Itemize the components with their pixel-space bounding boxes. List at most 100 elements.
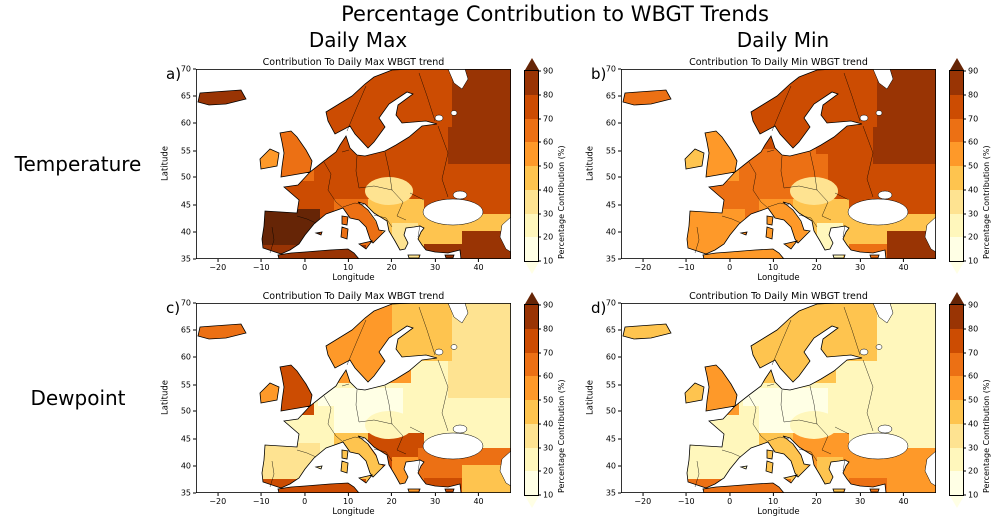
y-axis-label: Latitude — [160, 146, 171, 182]
panel-letter: d) — [591, 299, 607, 317]
x-axis-label: Longitude — [757, 273, 800, 283]
tick-label: 60 — [538, 138, 553, 147]
tick-label: 70 — [538, 348, 553, 357]
tick-label: 60 — [606, 119, 621, 128]
tick-label: 45 — [181, 200, 196, 209]
tick-label: 45 — [181, 434, 196, 443]
colorbar-segment — [525, 94, 538, 119]
colorbar-gradient: 90 80 70 60 50 40 30 20 10 — [949, 301, 978, 500]
colorbar-segment — [950, 237, 963, 261]
colorbar-segment — [950, 71, 963, 95]
colorbar-segment — [525, 71, 538, 95]
tick-label: 90 — [963, 301, 978, 310]
tick-label: 10 — [538, 491, 553, 500]
colorbar-over-arrow — [524, 292, 539, 304]
tick-label: 40 — [898, 493, 908, 506]
tick-label: 60 — [181, 119, 196, 128]
colorbar-segment — [950, 166, 963, 190]
tick-label: 40 — [473, 493, 483, 506]
panel-d: d) Contribution To Daily Min WBGT trend … — [583, 290, 1000, 522]
row-label-temperature: Temperature — [14, 152, 142, 176]
colorbar-segment — [950, 352, 963, 377]
tick-label: 60 — [181, 353, 196, 362]
colorbar-segment — [950, 305, 963, 329]
colorbar-under-arrow — [949, 262, 964, 274]
tick-label: 0 — [302, 493, 307, 506]
figure-title: Percentage Contribution to WBGT Trends — [341, 2, 769, 26]
tick-label: 30 — [430, 259, 440, 272]
y-axis-label: Latitude — [160, 380, 171, 416]
tick-label: 50 — [181, 407, 196, 416]
tick-label: 90 — [538, 67, 553, 76]
tick-label: 20 — [387, 259, 397, 272]
colorbar-gradient: 90 80 70 60 50 40 30 20 10 — [524, 301, 553, 500]
colorbar-segment — [950, 142, 963, 166]
colorbar-segment — [525, 352, 538, 377]
tick-label: 65 — [181, 92, 196, 101]
tick-label: 10 — [768, 493, 778, 506]
tick-label: 40 — [606, 227, 621, 236]
tick-label: 35 — [606, 489, 621, 498]
colorbar-segment — [525, 447, 538, 472]
colorbar: 90 80 70 60 50 40 30 20 10 — [949, 58, 978, 274]
y-axis-label: Latitude — [585, 146, 596, 182]
tick-label: 50 — [606, 407, 621, 416]
colorbar-segment — [525, 166, 538, 190]
tick-label: 50 — [963, 162, 978, 171]
panel-title: Contribution To Daily Min WBGT trend — [689, 291, 868, 302]
tick-label: 30 — [538, 443, 553, 452]
colorbar-segment — [950, 118, 963, 143]
tick-label: 55 — [606, 380, 621, 389]
tick-label: 50 — [181, 173, 196, 182]
panel-title: Contribution To Daily Min WBGT trend — [689, 57, 868, 68]
tick-label: 0 — [302, 259, 307, 272]
colorbar-gradient: 90 80 70 60 50 40 30 20 10 — [524, 67, 553, 266]
panel-c: c) Contribution To Daily Max WBGT trend … — [158, 290, 576, 522]
colorbar-under-arrow — [524, 262, 539, 274]
tick-label: 40 — [606, 461, 621, 470]
colorbar-segment — [525, 237, 538, 261]
tick-label: 65 — [181, 326, 196, 335]
colorbar-segment — [525, 213, 538, 238]
tick-label: 40 — [181, 227, 196, 236]
tick-label: 40 — [473, 259, 483, 272]
tick-label: 20 — [963, 467, 978, 476]
tick-label: 55 — [606, 146, 621, 155]
tick-label: 70 — [181, 65, 196, 74]
tick-label: 20 — [812, 493, 822, 506]
tick-label: 50 — [606, 173, 621, 182]
tick-label: 30 — [963, 209, 978, 218]
tick-label: 65 — [606, 326, 621, 335]
colorbar-segment — [525, 376, 538, 400]
colorbar-over-arrow — [949, 58, 964, 70]
tick-label: 10 — [963, 257, 978, 266]
tick-label: −20 — [634, 493, 651, 506]
tick-label: 50 — [538, 396, 553, 405]
tick-label: 80 — [963, 324, 978, 333]
y-axis-label: Latitude — [585, 380, 596, 416]
tick-label: 0 — [727, 259, 732, 272]
colorbar-segment — [950, 447, 963, 472]
panel-letter: a) — [166, 65, 182, 83]
tick-label: 80 — [538, 324, 553, 333]
tick-label: 70 — [963, 114, 978, 123]
colorbar-segment — [950, 213, 963, 238]
tick-label: 60 — [963, 138, 978, 147]
colorbar-label: Percentage Contribution (%) — [557, 379, 566, 493]
tick-label: 20 — [538, 467, 553, 476]
x-axis-label: Longitude — [332, 507, 375, 517]
colorbar-segment — [950, 94, 963, 119]
tick-label: 45 — [606, 200, 621, 209]
tick-label: 80 — [963, 90, 978, 99]
x-axis-label: Longitude — [332, 273, 375, 283]
column-header-daily-max: Daily Max — [308, 28, 408, 52]
colorbar: 90 80 70 60 50 40 30 20 10 — [949, 292, 978, 508]
colorbar-segment — [525, 471, 538, 495]
colorbar-segment — [950, 189, 963, 214]
tick-label: 55 — [181, 380, 196, 389]
tick-label: 65 — [606, 92, 621, 101]
colorbar-under-arrow — [524, 496, 539, 508]
colorbar-label: Percentage Contribution (%) — [982, 145, 991, 259]
europe-map — [196, 303, 511, 493]
tick-label: 90 — [963, 67, 978, 76]
